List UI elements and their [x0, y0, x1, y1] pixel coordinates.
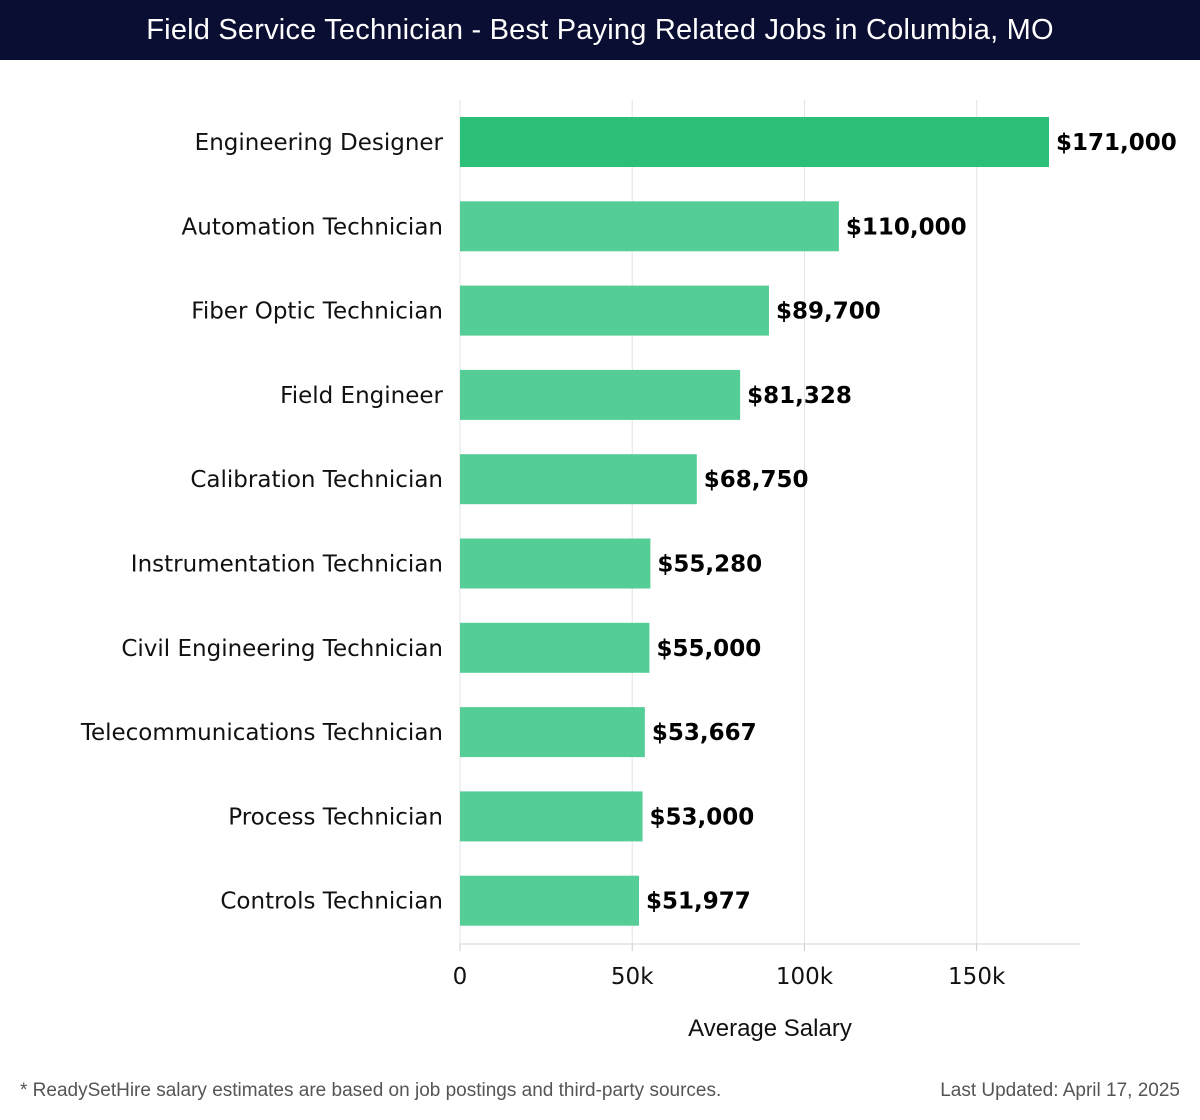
x-tick-label: 100k: [776, 964, 834, 990]
value-label: $110,000: [846, 214, 967, 240]
bar-chart: Engineering Designer $171,000 Automation T…: [80, 100, 1177, 1042]
category-label: Instrumentation Technician: [131, 552, 443, 578]
category-label: Process Technician: [228, 804, 443, 830]
category-label: Civil Engineering Technician: [121, 636, 443, 662]
bar: [460, 875, 640, 926]
value-label: $68,750: [704, 467, 809, 493]
x-tick-label: 150k: [948, 964, 1006, 990]
bar: [460, 538, 651, 589]
category-label: Calibration Technician: [190, 467, 443, 493]
category-label: Fiber Optic Technician: [191, 299, 443, 325]
category-label: Engineering Designer: [195, 130, 444, 156]
value-label: $81,328: [747, 383, 852, 409]
chart-title: Field Service Technician - Best Paying R…: [0, 0, 1200, 60]
category-label: Field Engineer: [280, 383, 443, 409]
bar: [460, 201, 839, 252]
value-label: $53,000: [650, 804, 755, 830]
x-axis: 0 50k 100k 150k: [453, 943, 1080, 990]
bar: [460, 707, 645, 758]
category-label: Automation Technician: [182, 214, 443, 240]
bar: [460, 622, 650, 673]
bars: [460, 117, 1049, 926]
bar: [460, 791, 643, 842]
value-label: $53,667: [652, 720, 757, 746]
value-label: $51,977: [646, 889, 751, 915]
x-axis-title: Average Salary: [688, 1015, 852, 1042]
bar: [460, 285, 769, 336]
labels: Engineering Designer $171,000 Automation T…: [80, 130, 1177, 915]
value-label: $55,000: [656, 636, 761, 662]
value-label: $89,700: [776, 299, 881, 325]
value-label: $55,280: [657, 552, 762, 578]
value-label: $171,000: [1056, 130, 1177, 156]
bar: [460, 117, 1049, 167]
bar: [460, 454, 697, 505]
category-label: Controls Technician: [220, 889, 443, 915]
x-tick-label: 50k: [611, 964, 654, 990]
footer-note: * ReadySetHire salary estimates are base…: [20, 1080, 722, 1101]
footer-updated: Last Updated: April 17, 2025: [940, 1080, 1180, 1101]
bar: [460, 369, 741, 420]
category-label: Telecommunications Technician: [80, 720, 443, 746]
x-tick-label: 0: [453, 964, 468, 990]
